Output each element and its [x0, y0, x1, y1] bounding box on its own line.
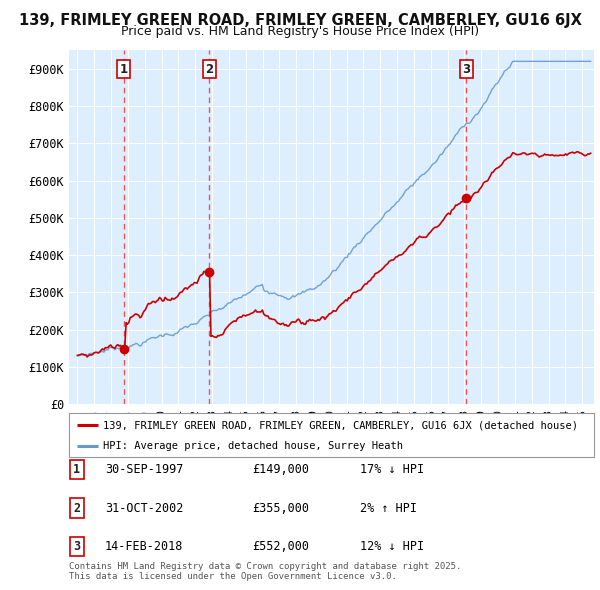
Text: Contains HM Land Registry data © Crown copyright and database right 2025.
This d: Contains HM Land Registry data © Crown c… — [69, 562, 461, 581]
Text: 30-SEP-1997: 30-SEP-1997 — [105, 463, 184, 476]
Text: 31-OCT-2002: 31-OCT-2002 — [105, 502, 184, 514]
Text: Price paid vs. HM Land Registry's House Price Index (HPI): Price paid vs. HM Land Registry's House … — [121, 25, 479, 38]
Text: £355,000: £355,000 — [252, 502, 309, 514]
Text: 3: 3 — [463, 63, 470, 76]
Text: 2: 2 — [73, 502, 80, 514]
Text: 139, FRIMLEY GREEN ROAD, FRIMLEY GREEN, CAMBERLEY, GU16 6JX: 139, FRIMLEY GREEN ROAD, FRIMLEY GREEN, … — [19, 13, 581, 28]
Text: 2: 2 — [205, 63, 213, 76]
Text: 14-FEB-2018: 14-FEB-2018 — [105, 540, 184, 553]
Text: 1: 1 — [73, 463, 80, 476]
Text: 2% ↑ HPI: 2% ↑ HPI — [360, 502, 417, 514]
Text: 1: 1 — [119, 63, 128, 76]
Text: £149,000: £149,000 — [252, 463, 309, 476]
Text: 3: 3 — [73, 540, 80, 553]
Text: 139, FRIMLEY GREEN ROAD, FRIMLEY GREEN, CAMBERLEY, GU16 6JX (detached house): 139, FRIMLEY GREEN ROAD, FRIMLEY GREEN, … — [103, 421, 578, 430]
Text: 12% ↓ HPI: 12% ↓ HPI — [360, 540, 424, 553]
Text: 17% ↓ HPI: 17% ↓ HPI — [360, 463, 424, 476]
Text: £552,000: £552,000 — [252, 540, 309, 553]
Text: HPI: Average price, detached house, Surrey Heath: HPI: Average price, detached house, Surr… — [103, 441, 403, 451]
